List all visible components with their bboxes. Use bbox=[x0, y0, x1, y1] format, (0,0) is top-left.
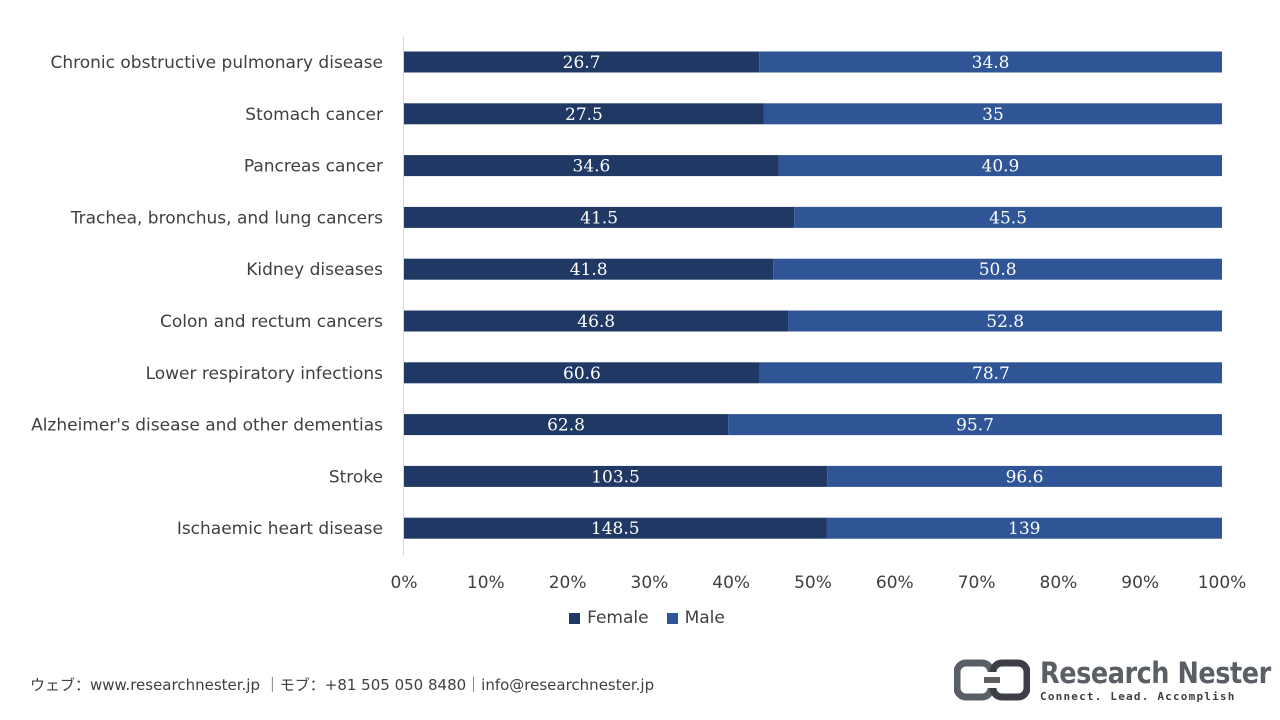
bar-male-pancreas-cancer bbox=[778, 155, 1222, 177]
bar-male-kidney-diseases bbox=[773, 258, 1222, 280]
category-label-alzheimer-s-disease-and-other-dementias: Alzheimer's disease and other dementias bbox=[31, 416, 383, 436]
data-label-male-pancreas-cancer: 40.9 bbox=[982, 157, 1020, 177]
category-labels: Chronic obstructive pulmonary disease Sto… bbox=[31, 53, 383, 539]
legend-swatch-male bbox=[666, 612, 678, 624]
legend-swatch-female bbox=[569, 612, 581, 624]
data-label-female-ischaemic-heart-disease: 148.5 bbox=[591, 519, 640, 539]
bar-female-trachea-bronchus-and-lung-cancers bbox=[404, 206, 795, 228]
legend: Female Male bbox=[0, 608, 1280, 628]
logo-tagline: Connect. Lead. Accomplish bbox=[1040, 689, 1236, 703]
data-label-male-kidney-diseases: 50.8 bbox=[979, 260, 1017, 280]
category-label-ischaemic-heart-disease: Ischaemic heart disease bbox=[177, 519, 383, 539]
bar-male-stomach-cancer bbox=[763, 103, 1222, 125]
data-label-female-trachea-bronchus-and-lung-cancers: 41.5 bbox=[580, 208, 618, 228]
category-label-trachea-bronchus-and-lung-cancers: Trachea, bronchus, and lung cancers bbox=[70, 208, 383, 228]
data-label-male-lower-respiratory-infections: 78.7 bbox=[972, 364, 1010, 384]
legend-item-male: Male bbox=[666, 608, 725, 628]
bar-male-stroke bbox=[827, 465, 1222, 487]
legend-item-female: Female bbox=[569, 608, 649, 628]
logo-name: Research Nester bbox=[1040, 655, 1271, 690]
data-label-female-pancreas-cancer: 34.6 bbox=[573, 157, 611, 177]
category-label-lower-respiratory-infections: Lower respiratory infections bbox=[146, 364, 384, 384]
bar-female-alzheimer-s-disease-and-other-dementias bbox=[404, 414, 729, 436]
data-label-female-stroke: 103.5 bbox=[591, 467, 640, 487]
bar-male-trachea-bronchus-and-lung-cancers bbox=[794, 206, 1222, 228]
data-label-male-stomach-cancer: 35 bbox=[982, 105, 1004, 125]
bar-male-alzheimer-s-disease-and-other-dementias bbox=[728, 414, 1222, 436]
bar-female-ischaemic-heart-disease bbox=[404, 517, 827, 539]
category-label-kidney-diseases: Kidney diseases bbox=[246, 260, 383, 280]
data-label-male-alzheimer-s-disease-and-other-dementias: 95.7 bbox=[956, 416, 994, 436]
bar-female-pancreas-cancer bbox=[404, 155, 779, 177]
data-label-female-lower-respiratory-infections: 60.6 bbox=[563, 364, 601, 384]
legend-label-female: Female bbox=[587, 608, 649, 628]
data-label-male-colon-and-rectum-cancers: 52.8 bbox=[986, 312, 1024, 332]
bar-female-chronic-obstructive-pulmonary-disease bbox=[404, 51, 760, 73]
x-tick-label: 30% bbox=[631, 573, 669, 593]
legend-label-male: Male bbox=[684, 608, 725, 628]
x-tick-label: 60% bbox=[876, 573, 914, 593]
x-tick-label: 0% bbox=[391, 573, 418, 593]
x-tick-label: 90% bbox=[1121, 573, 1159, 593]
x-tick-label: 80% bbox=[1040, 573, 1078, 593]
data-label-male-ischaemic-heart-disease: 139 bbox=[1008, 519, 1040, 539]
category-label-colon-and-rectum-cancers: Colon and rectum cancers bbox=[160, 312, 383, 332]
data-label-female-chronic-obstructive-pulmonary-disease: 26.7 bbox=[563, 53, 601, 73]
x-tick-label: 100% bbox=[1198, 573, 1247, 593]
x-tick-label: 10% bbox=[467, 573, 505, 593]
logo-mark-icon bbox=[954, 659, 1030, 701]
x-axis-ticks: 0% 10% 20% 30% 40% 50% 60% 70% 80% 90% 100% bbox=[391, 573, 1247, 593]
footer-contact-info: ウェブ：www.researchnester.jp ｜モブ：+81 505 05… bbox=[30, 676, 655, 694]
x-tick-label: 50% bbox=[794, 573, 832, 593]
bar-female-lower-respiratory-infections bbox=[404, 362, 760, 384]
data-label-female-colon-and-rectum-cancers: 46.8 bbox=[577, 312, 615, 332]
bar-female-stomach-cancer bbox=[404, 103, 764, 125]
category-label-pancreas-cancer: Pancreas cancer bbox=[244, 157, 383, 177]
data-label-female-stomach-cancer: 27.5 bbox=[565, 105, 603, 125]
category-label-stroke: Stroke bbox=[329, 467, 383, 487]
stacked-bar-chart: 26.7 34.8 27.5 35 34.6 40.9 41.5 45.5 41.8 50.8 46… bbox=[31, 36, 1247, 593]
research-nester-logo: Research Nester Connect. Lead. Accomplis… bbox=[954, 658, 1280, 702]
x-tick-label: 70% bbox=[958, 573, 996, 593]
bar-female-stroke bbox=[404, 465, 828, 487]
x-tick-label: 40% bbox=[712, 573, 750, 593]
data-label-female-kidney-diseases: 41.8 bbox=[570, 260, 608, 280]
bar-male-ischaemic-heart-disease bbox=[826, 517, 1222, 539]
category-label-chronic-obstructive-pulmonary-disease: Chronic obstructive pulmonary disease bbox=[50, 53, 383, 73]
bar-male-colon-and-rectum-cancers bbox=[788, 310, 1222, 332]
category-label-stomach-cancer: Stomach cancer bbox=[245, 105, 383, 125]
bar-male-chronic-obstructive-pulmonary-disease bbox=[759, 51, 1222, 73]
data-label-female-alzheimer-s-disease-and-other-dementias: 62.8 bbox=[547, 416, 585, 436]
bar-female-colon-and-rectum-cancers bbox=[404, 310, 789, 332]
bars-layer: 26.7 34.8 27.5 35 34.6 40.9 41.5 45.5 41.8 50.8 46… bbox=[404, 51, 1222, 539]
bar-male-lower-respiratory-infections bbox=[759, 362, 1222, 384]
bar-female-kidney-diseases bbox=[404, 258, 774, 280]
data-label-male-trachea-bronchus-and-lung-cancers: 45.5 bbox=[989, 208, 1027, 228]
data-label-male-chronic-obstructive-pulmonary-disease: 34.8 bbox=[972, 53, 1010, 73]
x-tick-label: 20% bbox=[549, 573, 587, 593]
data-label-male-stroke: 96.6 bbox=[1006, 467, 1044, 487]
